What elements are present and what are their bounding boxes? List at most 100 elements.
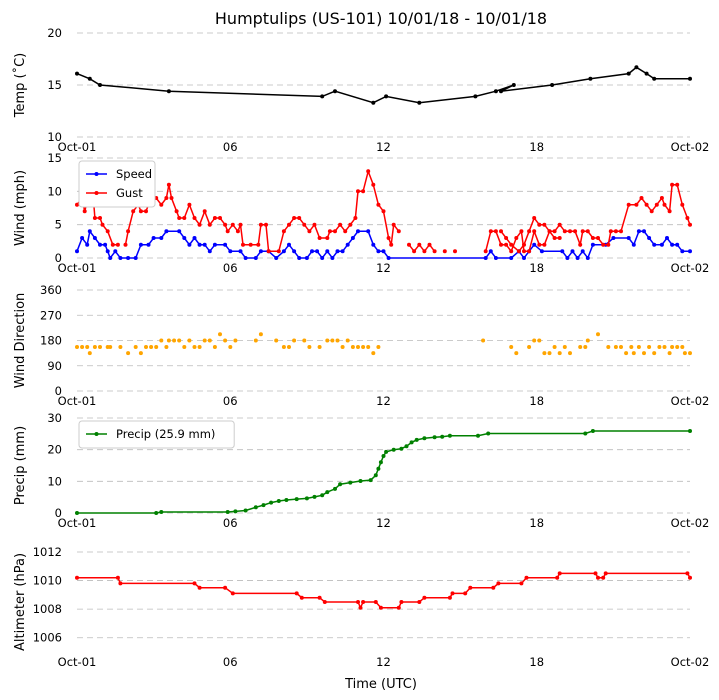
- data-point: [103, 242, 108, 247]
- data-point: [634, 202, 639, 207]
- data-point: [92, 216, 97, 220]
- series-direction: [75, 332, 692, 356]
- data-point: [634, 65, 639, 70]
- data-point: [412, 249, 417, 254]
- data-point: [450, 591, 455, 596]
- data-point: [230, 591, 235, 596]
- data-point: [261, 503, 266, 508]
- data-point: [256, 242, 261, 247]
- data-point: [670, 242, 675, 247]
- data-point: [192, 216, 197, 220]
- data-point: [348, 222, 353, 227]
- data-point: [366, 169, 371, 174]
- data-point: [665, 236, 669, 240]
- data-point: [159, 510, 164, 514]
- data-point: [493, 89, 498, 94]
- data-point: [491, 585, 496, 590]
- data-point: [662, 202, 667, 207]
- data-point: [192, 345, 197, 349]
- data-point: [386, 236, 391, 240]
- data-point: [680, 345, 685, 349]
- data-point: [154, 511, 159, 515]
- data-point: [636, 229, 641, 234]
- data-point: [340, 345, 345, 349]
- data-point: [182, 236, 187, 240]
- legend-label: Gust: [116, 186, 143, 200]
- data-point: [85, 242, 90, 247]
- data-point: [177, 229, 182, 234]
- data-point: [356, 189, 360, 194]
- data-point: [358, 479, 363, 483]
- data-point: [688, 429, 692, 433]
- data-point: [297, 216, 302, 220]
- data-point: [557, 236, 562, 240]
- data-point: [550, 83, 555, 87]
- data-point: [340, 249, 345, 254]
- data-point: [532, 229, 537, 234]
- data-point: [662, 345, 667, 349]
- legend-marker: [94, 191, 99, 195]
- data-point: [593, 571, 598, 576]
- data-point: [626, 236, 631, 240]
- data-point: [688, 575, 692, 580]
- data-point: [522, 242, 526, 247]
- data-point: [276, 249, 281, 254]
- data-point: [230, 222, 235, 227]
- series-temperature: [75, 65, 692, 105]
- data-point: [590, 236, 595, 240]
- data-point: [146, 242, 151, 247]
- data-point: [358, 605, 363, 610]
- data-point: [151, 236, 156, 240]
- data-point: [417, 600, 422, 604]
- legend-marker: [94, 432, 99, 436]
- data-point: [108, 345, 113, 349]
- data-point: [688, 222, 692, 227]
- series-line: [77, 430, 690, 514]
- data-point: [85, 345, 90, 349]
- y-axis-label-temp: Temp (˚C): [12, 53, 28, 119]
- data-point: [312, 222, 317, 227]
- data-point: [197, 585, 202, 590]
- data-point: [118, 581, 123, 586]
- data-point: [483, 256, 488, 260]
- data-point: [629, 345, 634, 349]
- data-point: [325, 490, 330, 495]
- data-point: [396, 605, 401, 610]
- data-point: [391, 222, 396, 227]
- y-tick-label-dir: 90: [47, 359, 62, 373]
- y-tick-label-temp: 15: [47, 78, 62, 92]
- data-point: [409, 440, 414, 445]
- y-tick-label-precip: 10: [47, 474, 62, 488]
- data-point: [675, 345, 680, 349]
- y-tick-label-precip: 30: [47, 411, 62, 425]
- data-point: [123, 242, 128, 247]
- data-point: [371, 100, 376, 105]
- data-point: [281, 345, 286, 349]
- data-point: [652, 76, 657, 81]
- data-point: [381, 249, 386, 254]
- data-point: [670, 345, 675, 349]
- data-point: [596, 236, 600, 240]
- data-point: [330, 256, 335, 260]
- data-point: [197, 345, 202, 349]
- data-point: [378, 460, 383, 465]
- data-point: [284, 498, 289, 502]
- y-axis-label-precip: Precip (mm): [13, 426, 28, 505]
- data-point: [552, 236, 557, 240]
- data-point: [596, 332, 600, 337]
- data-point: [223, 338, 228, 343]
- data-point: [258, 332, 263, 337]
- data-point: [126, 229, 131, 234]
- data-point: [100, 222, 105, 227]
- data-point: [570, 249, 575, 254]
- data-point: [499, 229, 503, 234]
- x-tick-label-alt: Oct-01: [58, 655, 97, 669]
- x-tick-label-dir: 12: [376, 394, 391, 408]
- data-point: [557, 571, 562, 576]
- data-point: [631, 242, 636, 247]
- data-point: [644, 202, 649, 207]
- data-point: [177, 216, 182, 220]
- data-point: [519, 229, 524, 234]
- data-point: [578, 242, 583, 247]
